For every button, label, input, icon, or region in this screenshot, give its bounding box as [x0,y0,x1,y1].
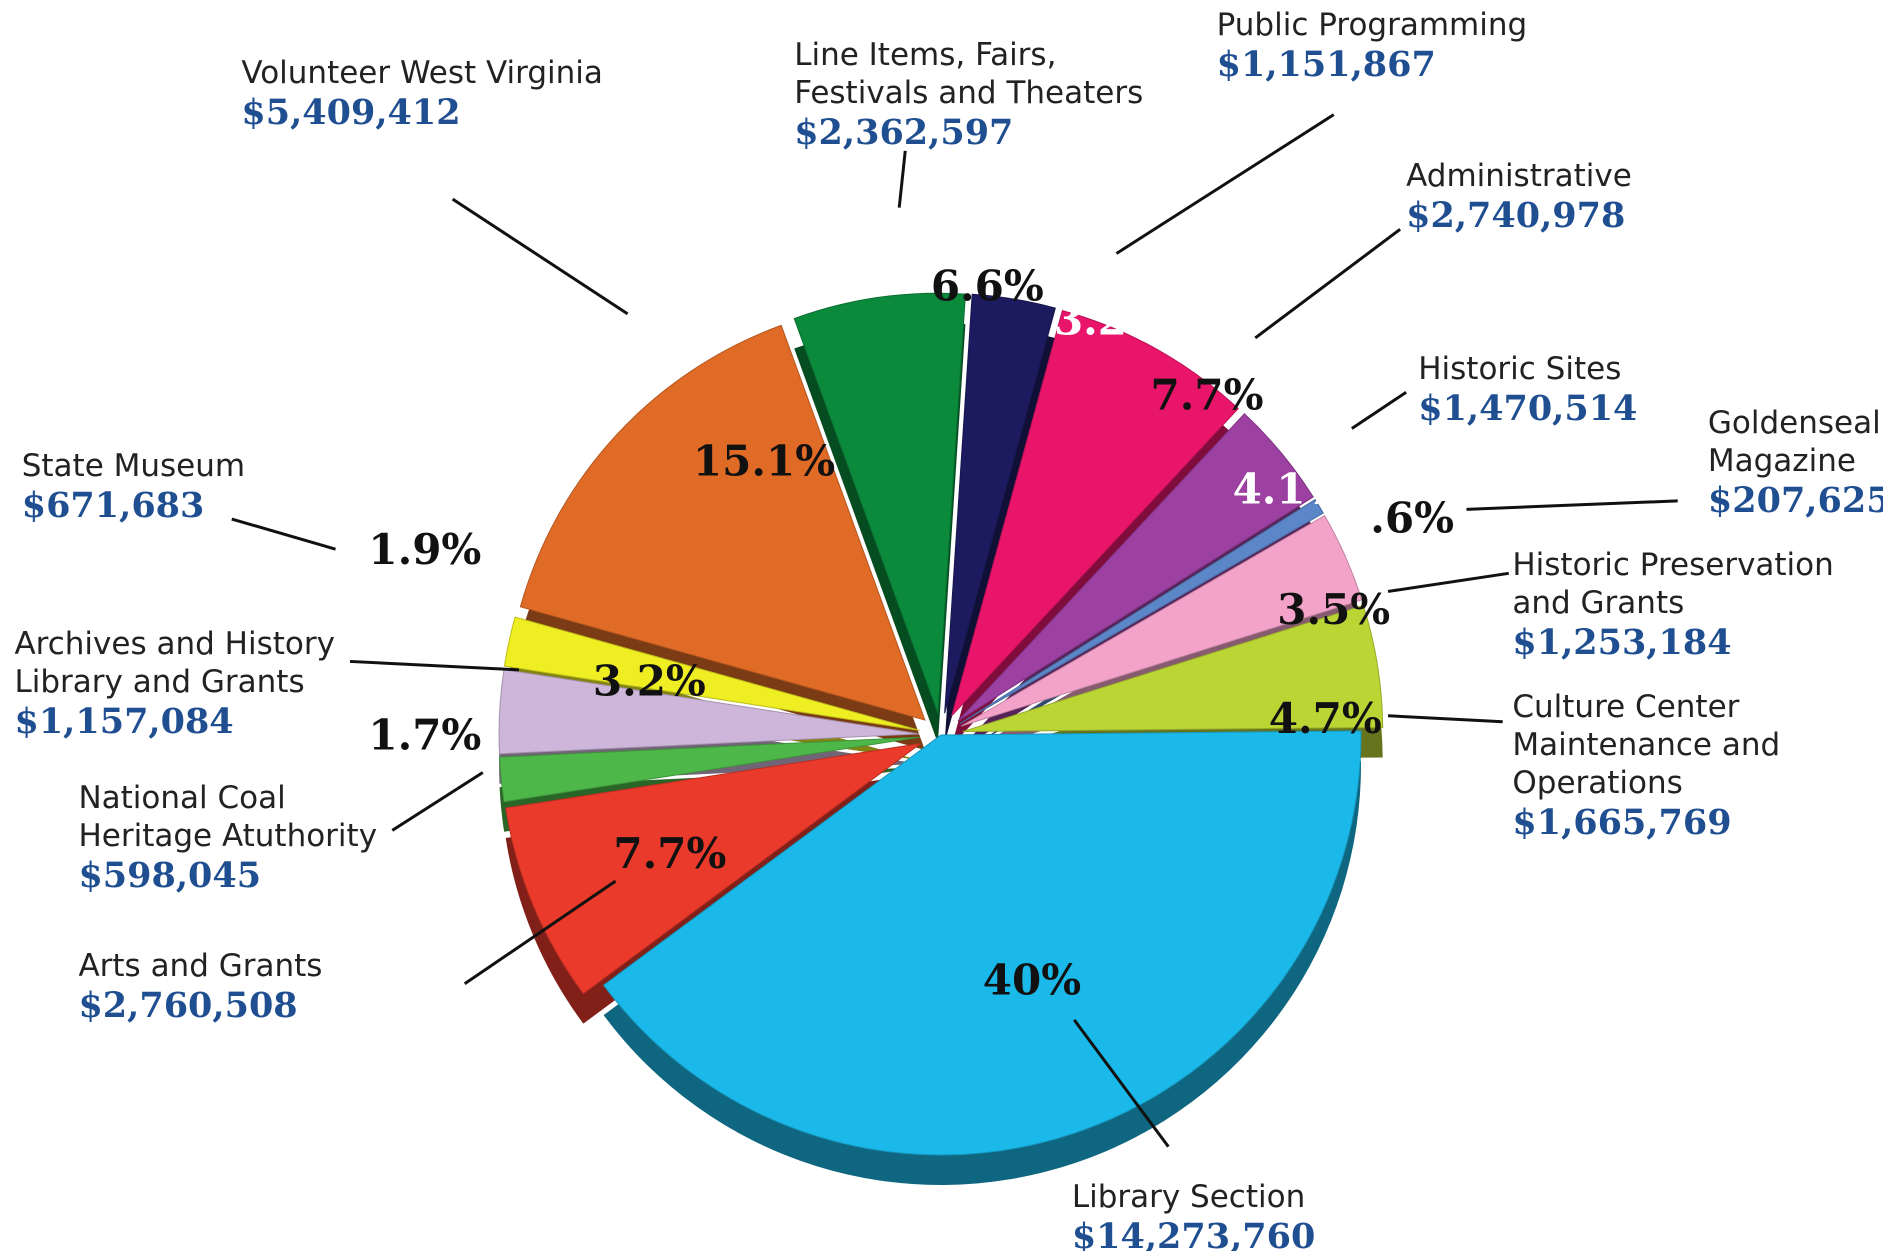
amount-label: $1,151,867 [1216,44,1436,86]
slice-label: Administrative $2,740,978 [1406,157,1720,237]
percent-label: 7.7% [613,829,726,878]
slice [957,413,1314,722]
percent-label: 15.1% [693,437,835,486]
slice [503,616,920,731]
amount-label: $2,760,508 [78,985,298,1027]
leader-line [897,150,907,208]
slice [959,498,1324,725]
slice [960,514,1363,727]
leader-line [1387,714,1503,724]
leader-line [349,659,520,672]
percent-label: 7.7% [1151,370,1264,419]
percent-label: 3.5% [1277,585,1390,634]
amount-label: $1,470,514 [1418,388,1638,430]
slice-label: Library Section $14,273,760 [1072,1178,1362,1251]
leader-line [451,197,629,316]
amount-label: $1,665,769 [1512,801,1732,843]
amount-label: $2,362,597 [794,112,1014,154]
leader-line [1351,391,1407,430]
amount-label: $598,045 [78,854,262,896]
category-name: Historic Preservation and Grants [1512,546,1834,621]
amount-label: $671,683 [21,484,205,526]
category-name: Line Items, Fairs, Festivals and Theater… [794,37,1144,112]
slice-label: Arts and Grants $2,760,508 [78,947,368,1027]
slice [499,736,920,803]
slice-label: Goldenseal Magazine $207,625 [1708,404,1883,522]
percent-label: 6.6% [931,262,1044,311]
percent-label: 1.7% [368,711,481,760]
leader-line [463,879,617,985]
amount-label: $2,740,978 [1406,194,1626,236]
amount-label: $207,625 [1707,480,1883,522]
leader-line [1387,571,1509,593]
slice-label: Volunteer West Virginia $5,409,412 [241,54,639,134]
slice [793,292,966,714]
amount-label: $14,273,760 [1071,1216,1316,1251]
slice-label: State Museum $671,683 [22,447,288,527]
percent-label: 3.2% [593,656,706,705]
leader-line [231,517,336,551]
category-name: State Museum [21,447,246,484]
percent-label: 4.1% [1233,464,1346,513]
slice-label: Archives and History Library and Grants $… [14,625,376,743]
slice [962,604,1384,733]
slice-label: Historic Preservation and Grants $1,253,1… [1512,546,1862,664]
slice-label: Line Items, Fairs, Festivals and Theater… [794,36,1156,154]
category-name: Volunteer West Virginia [241,55,603,92]
percent-label: 1.9% [368,525,481,574]
category-name: Goldenseal Magazine [1707,405,1881,480]
leader-line [391,771,484,832]
percent-label: .6% [1370,493,1454,542]
percent-label: 40% [983,956,1081,1005]
slice [505,742,922,995]
slice [944,293,1056,714]
category-name: Archives and History Library and Grants [14,626,335,701]
category-name: Administrative [1406,157,1632,194]
leader-line [1466,499,1678,511]
category-name: Culture Center Maintenance and Operation… [1512,688,1781,801]
amount-label: $1,253,184 [1512,621,1732,663]
category-name: Historic Sites [1418,351,1622,388]
leader-line [1254,228,1402,340]
slice-label: Culture Center Maintenance and Operation… [1512,688,1826,844]
category-name: Public Programming [1216,7,1528,44]
category-name: Arts and Grants [78,948,323,985]
amount-label: $5,409,412 [241,92,461,134]
slice [519,324,926,721]
leader-line [1073,1019,1170,1148]
percent-label: 3.2% [1054,295,1167,344]
slice-label: Public Programming $1,151,867 [1217,6,1579,86]
slice [951,310,1239,717]
slice-label: Historic Sites $1,470,514 [1418,350,1684,430]
slice [602,730,1362,1156]
slice-label: National Coal Heritage Atuthority $598,04… [78,779,392,897]
category-name: Library Section [1071,1179,1306,1216]
amount-label: $1,157,084 [14,701,234,743]
leader-line [1115,113,1335,255]
category-name: National Coal Heritage Atuthority [78,779,378,854]
percent-label: 4.7% [1269,694,1382,743]
